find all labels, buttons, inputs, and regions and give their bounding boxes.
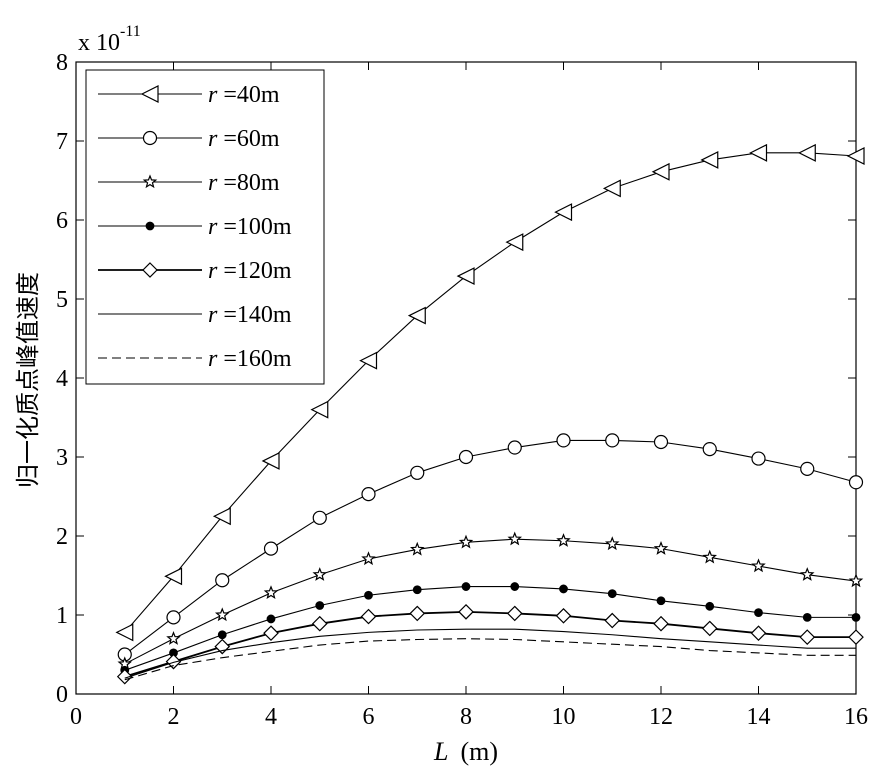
legend-value: =100m — [217, 214, 292, 240]
y-tick-label: 5 — [56, 287, 68, 313]
x-axis-label: L (m) — [433, 737, 498, 766]
dot-marker — [462, 583, 470, 591]
circle-marker — [752, 452, 765, 465]
legend-label: r =160m — [208, 346, 292, 372]
circle-marker — [801, 462, 814, 475]
legend-value: =60m — [217, 126, 280, 152]
dot-marker — [560, 585, 568, 593]
dot-marker — [511, 583, 519, 591]
x-tick-label: 2 — [168, 704, 180, 730]
x-tick-label: 10 — [552, 704, 576, 730]
y-tick-label: 7 — [56, 129, 68, 155]
y-tick-label: 2 — [56, 524, 68, 550]
circle-marker — [850, 476, 863, 489]
x-axis-unit: (m) — [460, 737, 498, 766]
legend-label: r =120m — [208, 258, 292, 284]
dot-marker — [852, 614, 860, 622]
dot-marker — [146, 222, 154, 230]
y-multiplier-base: x 10 — [78, 30, 120, 56]
x-tick-label: 14 — [747, 704, 771, 730]
x-tick-label: 6 — [363, 704, 375, 730]
y-multiplier: x 10-11 — [78, 23, 141, 56]
circle-marker — [557, 434, 570, 447]
circle-marker — [411, 466, 424, 479]
x-tick-label: 8 — [460, 704, 472, 730]
y-tick-label: 3 — [56, 445, 68, 471]
dot-marker — [657, 597, 665, 605]
dot-marker — [755, 609, 763, 617]
circle-marker — [508, 441, 521, 454]
legend-label: r =80m — [208, 170, 280, 196]
legend-value: =80m — [217, 170, 280, 196]
dot-marker — [267, 615, 275, 623]
legend-value: =40m — [217, 82, 280, 108]
y-tick-label: 8 — [56, 50, 68, 76]
x-tick-label: 16 — [844, 704, 868, 730]
x-tick-label: 4 — [265, 704, 277, 730]
dot-marker — [218, 631, 226, 639]
circle-marker — [144, 132, 157, 145]
circle-marker — [216, 574, 229, 587]
dot-marker — [316, 602, 324, 610]
y-tick-label: 6 — [56, 208, 68, 234]
circle-marker — [460, 451, 473, 464]
legend-label: r =40m — [208, 82, 280, 108]
dot-marker — [803, 614, 811, 622]
y-multiplier-exponent: -11 — [120, 23, 141, 40]
legend-label: r =60m — [208, 126, 280, 152]
y-tick-label: 1 — [56, 603, 68, 629]
y-axis-label: 归一化质点峰值速度 — [14, 272, 42, 488]
circle-marker — [655, 435, 668, 448]
circle-marker — [362, 488, 375, 501]
y-tick-label: 0 — [56, 682, 68, 708]
y-tick-label: 4 — [56, 366, 68, 392]
legend-label: r =140m — [208, 302, 292, 328]
legend-label: r =100m — [208, 214, 292, 240]
dot-marker — [365, 591, 373, 599]
dot-marker — [706, 603, 714, 611]
dot-marker — [608, 590, 616, 598]
legend-value: =120m — [217, 258, 292, 284]
circle-marker — [265, 542, 278, 555]
legend: r =40m r =60m r =80m r =100m r =120m r =140m r… — [86, 70, 324, 384]
circle-marker — [167, 611, 180, 624]
circle-marker — [606, 434, 619, 447]
circle-marker — [703, 443, 716, 456]
x-tick-label: 0 — [70, 704, 82, 730]
legend-value: =140m — [217, 302, 292, 328]
dot-marker — [413, 586, 421, 594]
legend-value: =160m — [217, 346, 292, 372]
circle-marker — [313, 511, 326, 524]
x-tick-label: 12 — [649, 704, 673, 730]
x-axis-variable: L — [433, 737, 448, 766]
